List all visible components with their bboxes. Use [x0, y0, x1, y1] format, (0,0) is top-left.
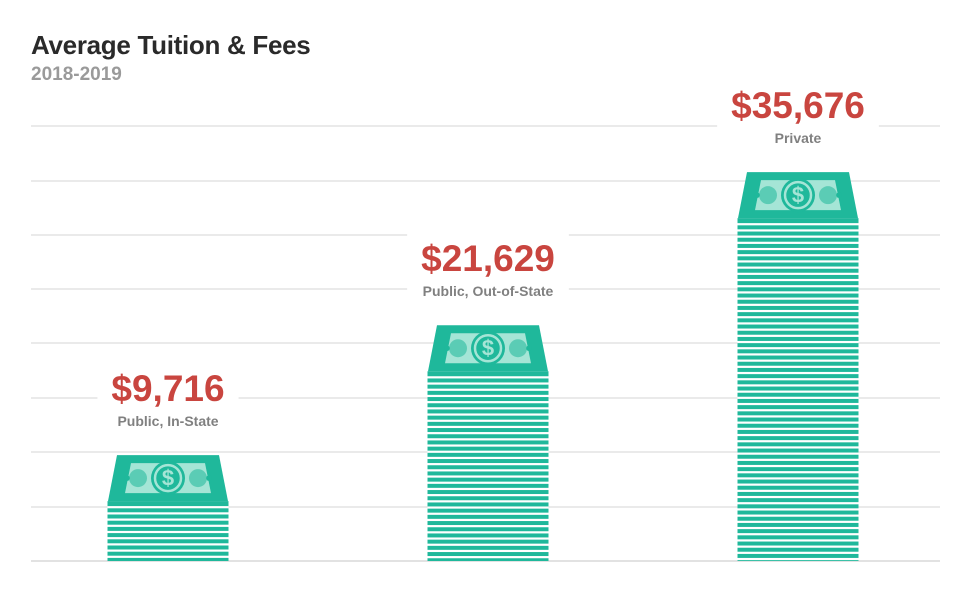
- bar-stripes: [107, 506, 229, 558]
- chart-title: Average Tuition & Fees: [31, 30, 311, 60]
- chart-subtitle: 2018-2019: [31, 64, 122, 85]
- category-label: Public, In-State: [117, 413, 218, 429]
- svg-text:$: $: [792, 183, 804, 208]
- dollar-bill-icon: $: [428, 325, 548, 372]
- label-backdrop: [407, 232, 569, 306]
- value-label: $21,629: [421, 238, 555, 279]
- dollar-bill-icon: $: [738, 172, 858, 219]
- bar-stripes: [737, 223, 859, 561]
- value-label: $35,676: [731, 85, 865, 126]
- bar-3: $ $35,676 Private: [717, 79, 879, 562]
- dollar-bill-icon: $: [108, 455, 228, 502]
- category-label: Public, Out-of-State: [423, 283, 554, 299]
- label-backdrop: [97, 362, 239, 436]
- label-backdrop: [717, 79, 879, 153]
- bar-stripes: [427, 376, 549, 559]
- svg-text:$: $: [162, 466, 174, 491]
- category-label: Private: [775, 130, 822, 146]
- svg-text:$: $: [482, 336, 494, 361]
- bars: $ $9,716 Public, In-State $ $21,629 Public, O…: [97, 79, 879, 562]
- bar-1: $ $9,716 Public, In-State: [97, 362, 239, 561]
- value-label: $9,716: [111, 368, 224, 409]
- bar-2: $ $21,629 Public, Out-of-State: [407, 232, 569, 561]
